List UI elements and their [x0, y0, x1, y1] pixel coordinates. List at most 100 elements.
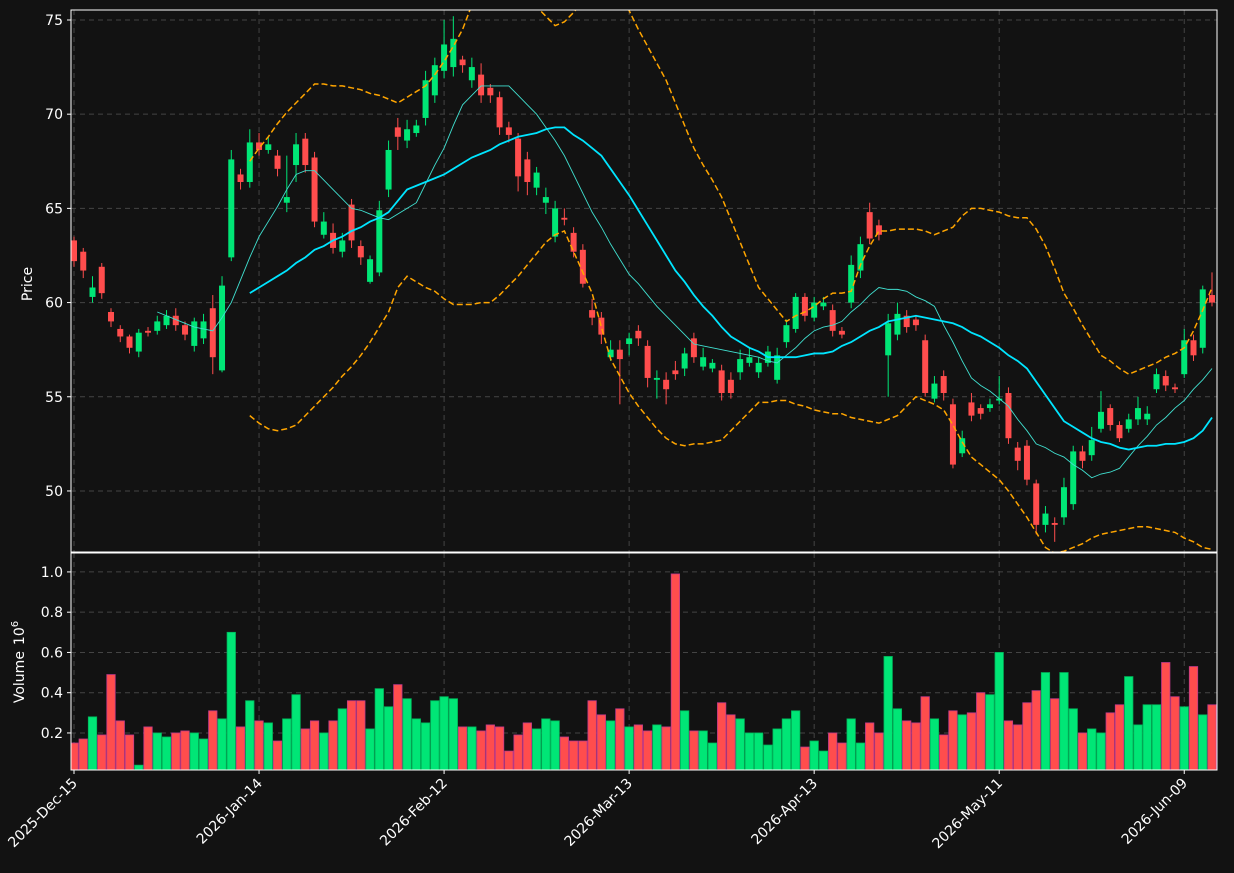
volume-bar [1050, 698, 1060, 770]
candle-body [783, 325, 790, 343]
volume-bar [1105, 712, 1115, 770]
candle-body [700, 357, 707, 367]
y-tick-label: 60 [45, 296, 63, 312]
volume-bar [411, 718, 421, 770]
candle-body [1051, 522, 1058, 525]
candle-body [1107, 408, 1114, 426]
candle-body [848, 264, 855, 303]
volume-bar [161, 736, 172, 770]
volume-bar [948, 710, 958, 770]
volume-bar [1022, 702, 1032, 770]
candle-body [959, 438, 966, 454]
candle-body [589, 310, 596, 318]
candle-body [1181, 340, 1188, 375]
candle-body [357, 246, 364, 258]
volume-bar [356, 700, 366, 770]
candle-body [367, 259, 374, 282]
volume-bar [383, 706, 394, 770]
candle-body [579, 249, 586, 284]
volume-bar [328, 720, 338, 770]
volume-bar [1161, 662, 1171, 770]
candle-body [1171, 387, 1178, 390]
volume-bar [309, 720, 320, 770]
candle-body [616, 349, 623, 360]
volume-bar [476, 730, 486, 770]
candle-body [996, 398, 1003, 401]
candle-body [755, 362, 762, 373]
candle-body [117, 328, 124, 337]
y-tick-label: 1.0 [41, 565, 63, 581]
candle-body [1005, 392, 1012, 439]
y-tick-label: 50 [45, 484, 63, 500]
candle-body [348, 204, 355, 241]
candle-body [986, 404, 993, 409]
candle-body [450, 38, 457, 68]
candle-body [1209, 295, 1215, 303]
volume-bar [1207, 704, 1217, 770]
candle-body [376, 210, 383, 273]
volume-bar [615, 708, 625, 770]
y-tick-label: 0.8 [41, 605, 63, 621]
volume-bar [143, 726, 153, 770]
volume-bar [319, 732, 329, 770]
candle-body [672, 370, 679, 375]
volume-bar [226, 631, 236, 770]
volume-bar [346, 700, 357, 770]
volume-bar [781, 718, 792, 770]
y-tick-label: 0.4 [41, 686, 63, 702]
overlay-line [157, 85, 1213, 479]
volume-bar [504, 750, 514, 770]
candle-body [154, 321, 161, 331]
volume-bar [1170, 696, 1180, 770]
price-frame [70, 9, 1218, 553]
y-tick-label: 55 [45, 390, 63, 406]
candle-body [801, 296, 808, 316]
candle-body [283, 197, 290, 203]
candle-body [1060, 487, 1067, 518]
candle-body [1033, 483, 1040, 525]
volume-bar [559, 736, 569, 770]
candle-body [89, 287, 96, 297]
volume-bar [809, 740, 819, 770]
candle-body [1023, 445, 1030, 480]
volume-bar [152, 732, 162, 770]
volume-bar [707, 742, 717, 770]
candle-body [172, 315, 179, 326]
candle-body [644, 345, 651, 378]
volume-bar [87, 716, 98, 770]
volume-bar [865, 722, 875, 770]
candle-body [792, 296, 799, 329]
volume-bar [985, 694, 995, 770]
y-tick-label: 70 [45, 107, 63, 123]
volume-bar [754, 732, 764, 770]
volume-bar [624, 726, 634, 770]
candle-body [145, 330, 152, 333]
volume-bar [744, 732, 754, 770]
volume-bar [1179, 706, 1189, 770]
volume-bar [282, 718, 292, 770]
candle-body [968, 402, 975, 416]
volume-bar [550, 720, 560, 770]
candle-body [496, 97, 503, 128]
candle-body [200, 321, 207, 339]
volume-bar [106, 674, 116, 770]
candle-body [98, 266, 105, 294]
volume-bar [1077, 732, 1088, 770]
volume-bar [1013, 724, 1023, 770]
candle-body [209, 308, 216, 358]
candle-body [1144, 413, 1151, 420]
volume-bar [587, 700, 597, 770]
candle-body [570, 232, 577, 252]
volume-bar [467, 726, 477, 770]
candle-body [394, 127, 401, 137]
candle-body [903, 315, 910, 328]
candle-body [413, 125, 420, 134]
volume-bar [1198, 714, 1208, 770]
volume-bar [726, 714, 736, 770]
volume-bar [448, 698, 458, 770]
candle-body [718, 370, 725, 393]
candle-body [885, 323, 892, 356]
candle-body [875, 225, 882, 235]
volume-bar [393, 684, 403, 770]
candle-body [487, 87, 494, 96]
